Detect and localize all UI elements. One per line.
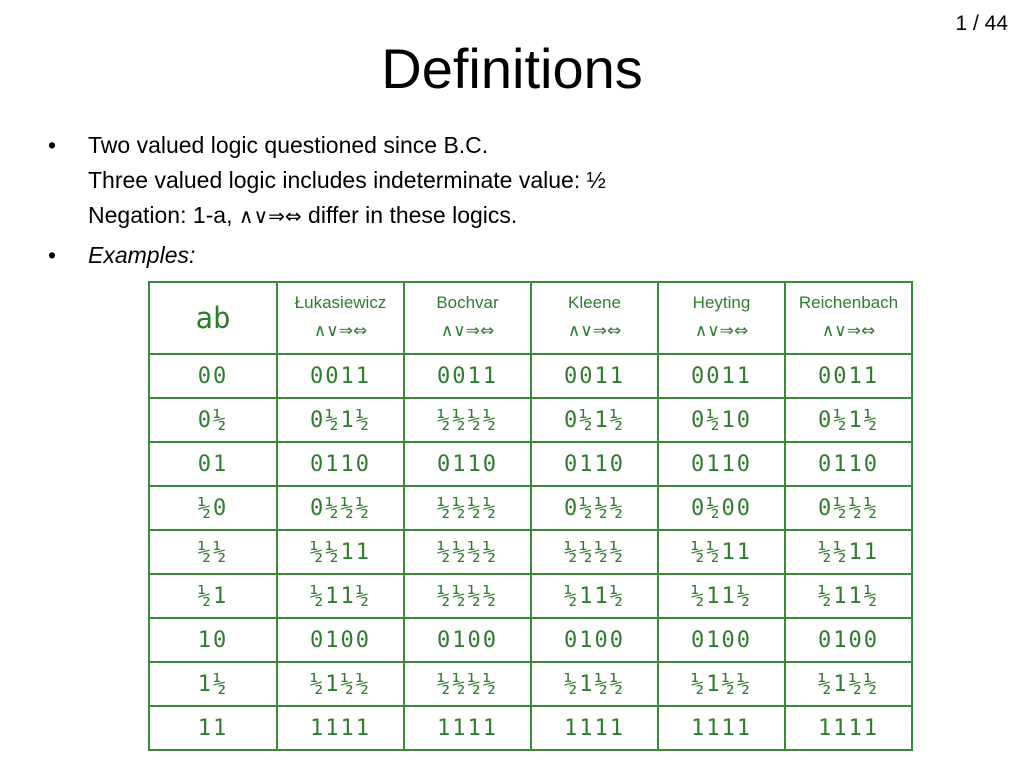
table-cell: 0011 (784, 353, 913, 399)
table-cell: ½½ (148, 529, 278, 575)
bullet-line-three-valued: Three valued logic includes indeterminat… (88, 167, 606, 193)
header-ab-label: ab (195, 301, 231, 335)
table-cell: ½1½½ (530, 661, 659, 707)
bullet-line-negation: Negation: 1-a, ∧∨⇒⇔ differ in these logi… (88, 198, 988, 234)
table-cell: ½½½½ (403, 573, 532, 619)
table-cell: 0100 (276, 617, 405, 663)
table-cell: 0110 (657, 441, 786, 487)
table-row: ½½ ½½11 ½½½½ ½½½½ ½½11 ½½11 (148, 529, 913, 575)
header-name: Reichenbach (798, 293, 899, 312)
table-cell: ½1½½ (784, 661, 913, 707)
truth-table: ab Łukasiewicz ∧∨⇒⇔ Bochvar ∧∨⇒⇔ Kleene ∧∨⇒… (148, 281, 913, 751)
table-cell: 0110 (276, 441, 405, 487)
table-cell: 0½10 (657, 397, 786, 443)
table-cell: 0½ (148, 397, 278, 443)
table-row: ½0 0½½½ ½½½½ 0½½½ 0½00 0½½½ (148, 485, 913, 531)
table-cell: ½1 (148, 573, 278, 619)
table-header-row: ab Łukasiewicz ∧∨⇒⇔ Bochvar ∧∨⇒⇔ Kleene ∧∨⇒… (148, 281, 913, 355)
table-cell: 1111 (530, 705, 659, 751)
table-cell: 0½1½ (276, 397, 405, 443)
table-cell: ½½½½ (403, 485, 532, 531)
table-cell: 0½½½ (276, 485, 405, 531)
table-cell: ½½½½ (403, 661, 532, 707)
table-cell: 1111 (403, 705, 532, 751)
table-cell: 0100 (530, 617, 659, 663)
table-cell: 10 (148, 617, 278, 663)
header-heyting: Heyting ∧∨⇒⇔ (657, 281, 786, 355)
operator-symbols: ∧∨⇒⇔ (238, 204, 302, 228)
table-cell: 0011 (403, 353, 532, 399)
table-cell: 0100 (403, 617, 532, 663)
header-operators: ∧∨⇒⇔ (440, 321, 495, 341)
header-name: Łukasiewicz (294, 293, 387, 312)
header-ab: ab (148, 281, 278, 355)
table-cell: 00 (148, 353, 278, 399)
negation-prefix: Negation: 1-a, (88, 202, 239, 228)
table-cell: ½½11 (657, 529, 786, 575)
table-cell: ½11½ (530, 573, 659, 619)
table-cell: 0110 (784, 441, 913, 487)
header-name: Kleene (568, 293, 621, 312)
table-cell: ½½½½ (403, 397, 532, 443)
table-cell: ½11½ (276, 573, 405, 619)
negation-suffix: differ in these logics. (301, 202, 518, 228)
header-operators: ∧∨⇒⇔ (313, 321, 368, 341)
table-cell: 1½ (148, 661, 278, 707)
bullet-marker: • (48, 242, 57, 268)
table-cell: ½1½½ (657, 661, 786, 707)
table-cell: 0011 (530, 353, 659, 399)
table-cell: 01 (148, 441, 278, 487)
header-reichenbach: Reichenbach ∧∨⇒⇔ (784, 281, 913, 355)
bullet-line-two-valued: Two valued logic questioned since B.C. (88, 132, 489, 158)
slide-title: Definitions (381, 37, 643, 100)
table-cell: 0½½½ (784, 485, 913, 531)
table-row: 1½ ½1½½ ½½½½ ½1½½ ½1½½ ½1½½ (148, 661, 913, 707)
table-cell: 0100 (657, 617, 786, 663)
table-row: 0½ 0½1½ ½½½½ 0½1½ 0½10 0½1½ (148, 397, 913, 443)
table-row: 10 0100 0100 0100 0100 0100 (148, 617, 913, 663)
table-cell: 1111 (657, 705, 786, 751)
table-cell: 0011 (657, 353, 786, 399)
header-name: Bochvar (436, 293, 499, 312)
header-operators: ∧∨⇒⇔ (694, 321, 749, 341)
table-cell: ½0 (148, 485, 278, 531)
page-counter: 1 / 44 (955, 12, 1008, 35)
header-bochvar: Bochvar ∧∨⇒⇔ (403, 281, 532, 355)
table-cell: ½½½½ (530, 529, 659, 575)
bullet-item-logic-values: • Two valued logic questioned since B.C.… (48, 128, 988, 234)
table-cell: 0110 (530, 441, 659, 487)
header-lukasiewicz: Łukasiewicz ∧∨⇒⇔ (276, 281, 405, 355)
table-cell: 0½1½ (784, 397, 913, 443)
header-kleene: Kleene ∧∨⇒⇔ (530, 281, 659, 355)
table-cell: ½1½½ (276, 661, 405, 707)
table-cell: ½½11 (276, 529, 405, 575)
table-row: 00 0011 0011 0011 0011 0011 (148, 353, 913, 399)
header-name: Heyting (692, 293, 751, 312)
table-cell: ½11½ (657, 573, 786, 619)
table-cell: 1111 (784, 705, 913, 751)
table-cell: 0100 (784, 617, 913, 663)
table-row: ½1 ½11½ ½½½½ ½11½ ½11½ ½11½ (148, 573, 913, 619)
table-cell: ½½½½ (403, 529, 532, 575)
table-cell: 0011 (276, 353, 405, 399)
table-cell: ½11½ (784, 573, 913, 619)
bullet-marker: • (48, 132, 57, 158)
bullet-item-examples: • Examples: (48, 238, 988, 273)
table-cell: 0110 (403, 441, 532, 487)
table-row: 01 0110 0110 0110 0110 0110 (148, 441, 913, 487)
table-cell: ½½11 (784, 529, 913, 575)
table-row: 11 1111 1111 1111 1111 1111 (148, 705, 913, 751)
table-cell: 0½00 (657, 485, 786, 531)
header-operators: ∧∨⇒⇔ (567, 321, 622, 341)
table-cell: 0½1½ (530, 397, 659, 443)
table-cell: 11 (148, 705, 278, 751)
examples-label: Examples: (88, 242, 196, 268)
header-operators: ∧∨⇒⇔ (821, 321, 876, 341)
bullet-list: • Two valued logic questioned since B.C.… (48, 128, 988, 277)
table-cell: 1111 (276, 705, 405, 751)
table-cell: 0½½½ (530, 485, 659, 531)
